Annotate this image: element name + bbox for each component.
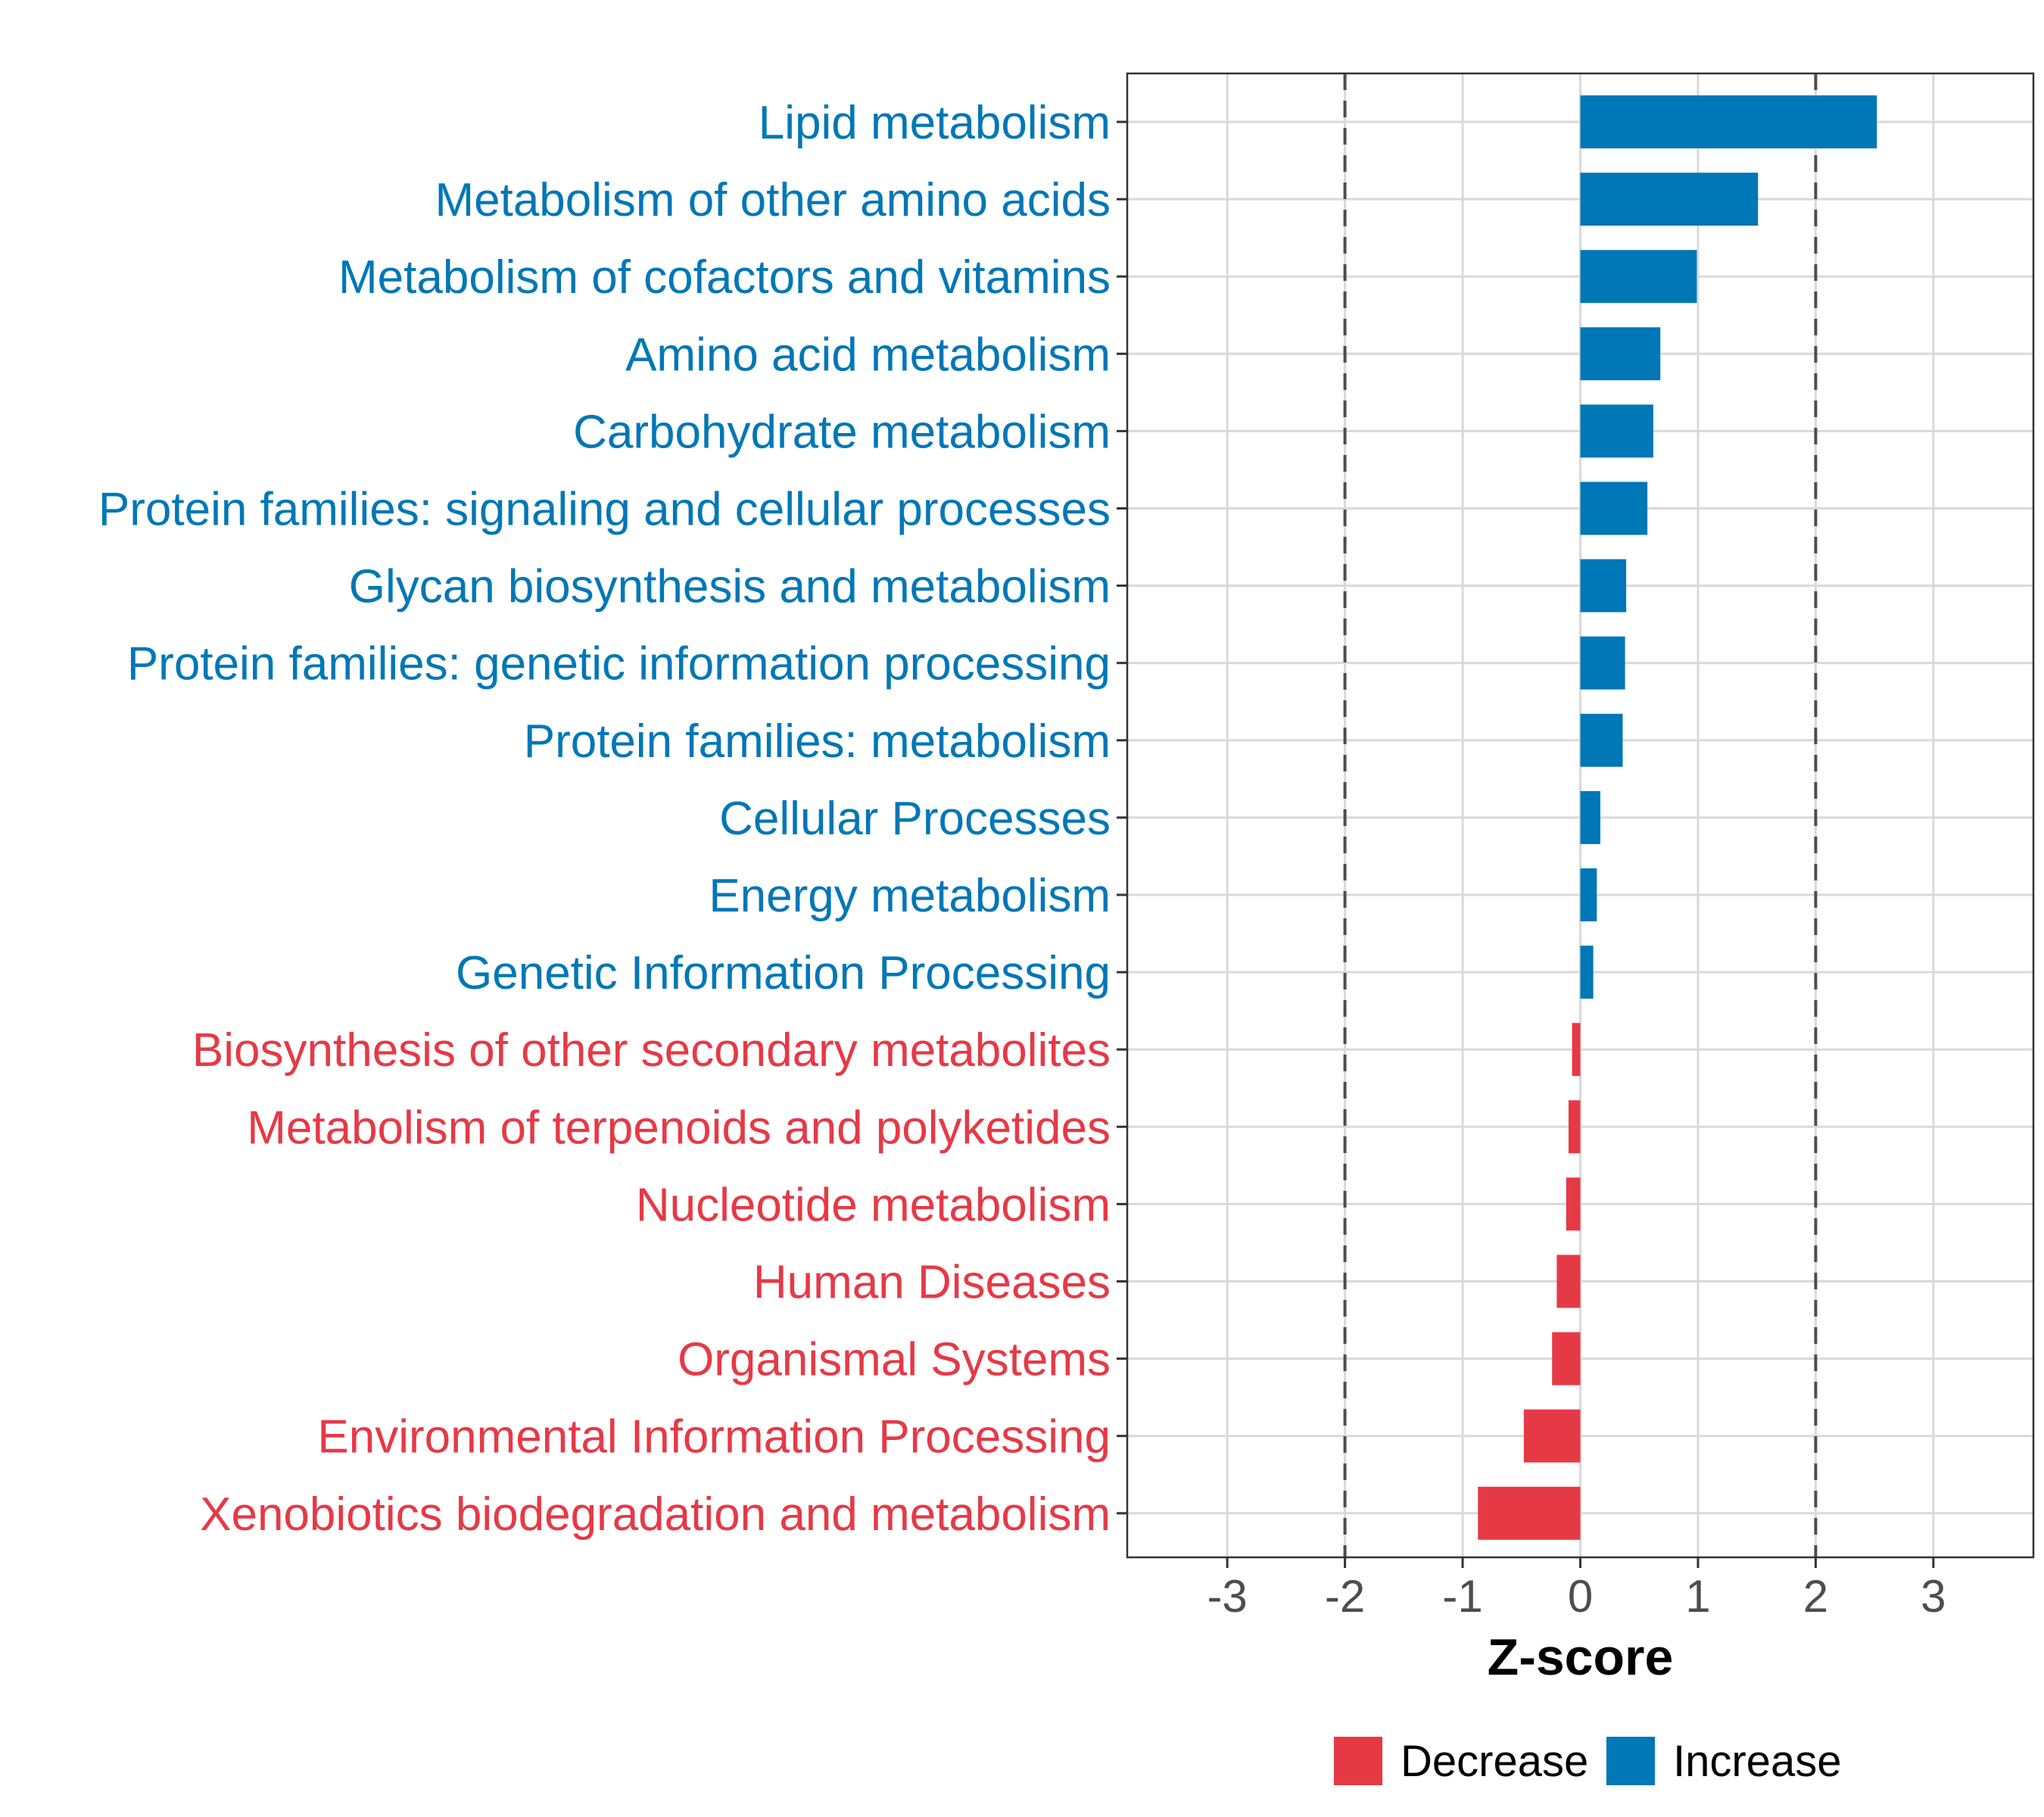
x-tick-label: -2: [1325, 1571, 1365, 1622]
bar: [1580, 95, 1877, 148]
bar: [1568, 1100, 1581, 1154]
category-label: Biosynthesis of other secondary metaboli…: [192, 1024, 1111, 1077]
category-label: Protein families: genetic information pr…: [127, 638, 1111, 690]
category-label: Xenobiotics biodegradation and metabolis…: [200, 1488, 1111, 1541]
category-label: Cellular Processes: [719, 793, 1111, 845]
y-axis-ticks: [1117, 120, 1127, 1515]
category-label: Metabolism of cofactors and vitamins: [338, 251, 1111, 304]
x-tick-label: -1: [1442, 1571, 1482, 1622]
x-axis-ticks: -3 -2 -1 0 1 2 3: [1207, 1557, 1946, 1622]
category-label: Environmental Information Processing: [317, 1411, 1111, 1463]
bar: [1572, 1023, 1581, 1077]
bar: [1556, 1254, 1581, 1308]
bar: [1566, 1177, 1581, 1231]
category-label: Lipid metabolism: [759, 97, 1111, 149]
x-tick-label: -3: [1207, 1571, 1247, 1622]
bar: [1580, 636, 1625, 690]
bar: [1580, 173, 1759, 226]
legend-swatch-increase: [1606, 1737, 1655, 1785]
category-label: Human Diseases: [753, 1257, 1111, 1309]
bar: [1580, 790, 1600, 844]
bar: [1552, 1332, 1581, 1385]
bar: [1580, 327, 1661, 381]
bar: [1580, 404, 1653, 458]
x-tick-label: 3: [1921, 1571, 1946, 1622]
category-label: Organismal Systems: [678, 1334, 1111, 1386]
x-tick-label: 1: [1685, 1571, 1710, 1622]
x-tick-label: 2: [1803, 1571, 1828, 1622]
category-label: Protein families: metabolism: [524, 715, 1111, 768]
legend: Decrease Increase: [1334, 1737, 1841, 1786]
bars: [1478, 95, 1877, 1540]
category-label: Protein families: signaling and cellular…: [98, 484, 1111, 536]
category-label: Glycan biosynthesis and metabolism: [349, 561, 1111, 613]
bar: [1478, 1486, 1581, 1540]
category-label: Energy metabolism: [709, 870, 1111, 922]
bar: [1580, 482, 1648, 535]
bar: [1580, 713, 1623, 767]
bar: [1580, 250, 1697, 304]
legend-swatch-decrease: [1334, 1737, 1382, 1785]
x-tick-label: 0: [1568, 1571, 1593, 1622]
category-label: Carbohydrate metabolism: [573, 406, 1111, 458]
category-label: Nucleotide metabolism: [636, 1179, 1111, 1231]
category-labels: Lipid metabolism Metabolism of other amin…: [98, 97, 1111, 1541]
category-label: Amino acid metabolism: [625, 329, 1111, 381]
category-label: Metabolism of terpenoids and polyketides: [247, 1102, 1111, 1154]
category-label: Genetic Information Processing: [456, 947, 1111, 999]
legend-label-decrease: Decrease: [1401, 1737, 1588, 1786]
reference-lines: [1343, 73, 1818, 1557]
bar: [1580, 559, 1627, 612]
bar: [1580, 868, 1597, 921]
bar: [1523, 1409, 1581, 1463]
x-axis-title: Z-score: [1488, 1628, 1674, 1686]
legend-label-increase: Increase: [1673, 1737, 1841, 1786]
category-label: Metabolism of other amino acids: [435, 174, 1111, 226]
bar: [1580, 946, 1594, 999]
